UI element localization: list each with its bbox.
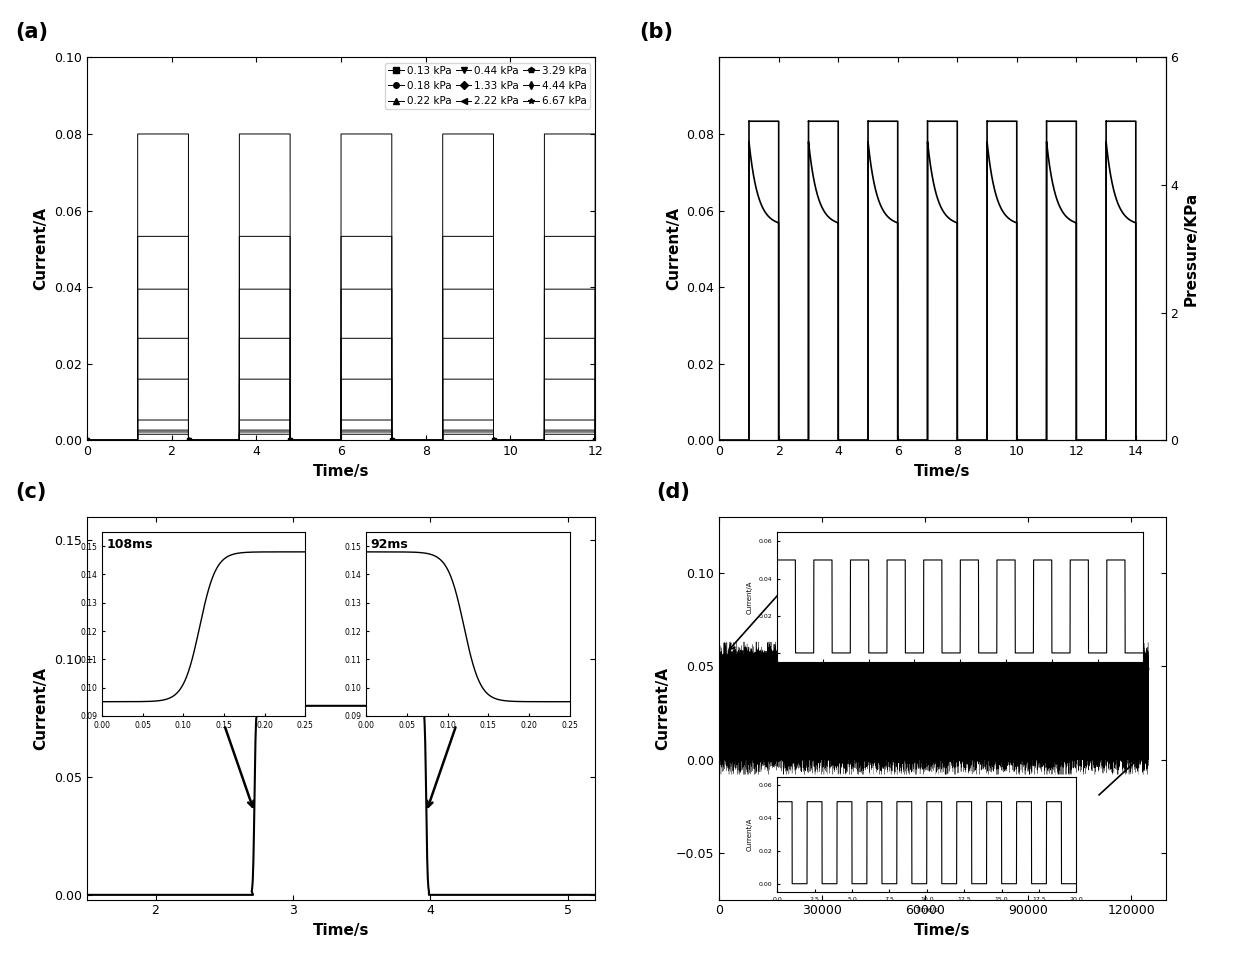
Text: (a): (a) [16,22,48,42]
Text: (d): (d) [657,481,691,501]
X-axis label: Time/s: Time/s [914,923,971,938]
Legend: 0.13 kPa, 0.18 kPa, 0.22 kPa, 0.44 kPa, 1.33 kPa, 2.22 kPa, 3.29 kPa, 4.44 kPa, : 0.13 kPa, 0.18 kPa, 0.22 kPa, 0.44 kPa, … [386,62,590,109]
Y-axis label: Current/A: Current/A [666,208,681,290]
Y-axis label: Current/A: Current/A [655,667,671,749]
Text: (b): (b) [639,22,673,42]
Y-axis label: Current/A: Current/A [33,667,48,749]
X-axis label: Time/s: Time/s [312,923,370,938]
X-axis label: Time/s: Time/s [914,463,971,478]
Y-axis label: Pressure/KPa: Pressure/KPa [1184,191,1199,306]
X-axis label: Time/s: Time/s [312,463,370,478]
Text: (c): (c) [16,481,47,501]
Y-axis label: Current/A: Current/A [33,208,48,290]
